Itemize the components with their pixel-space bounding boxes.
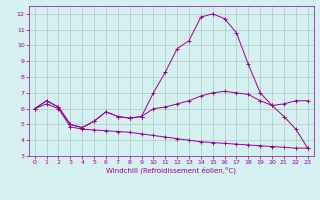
X-axis label: Windchill (Refroidissement éolien,°C): Windchill (Refroidissement éolien,°C) — [106, 167, 236, 174]
